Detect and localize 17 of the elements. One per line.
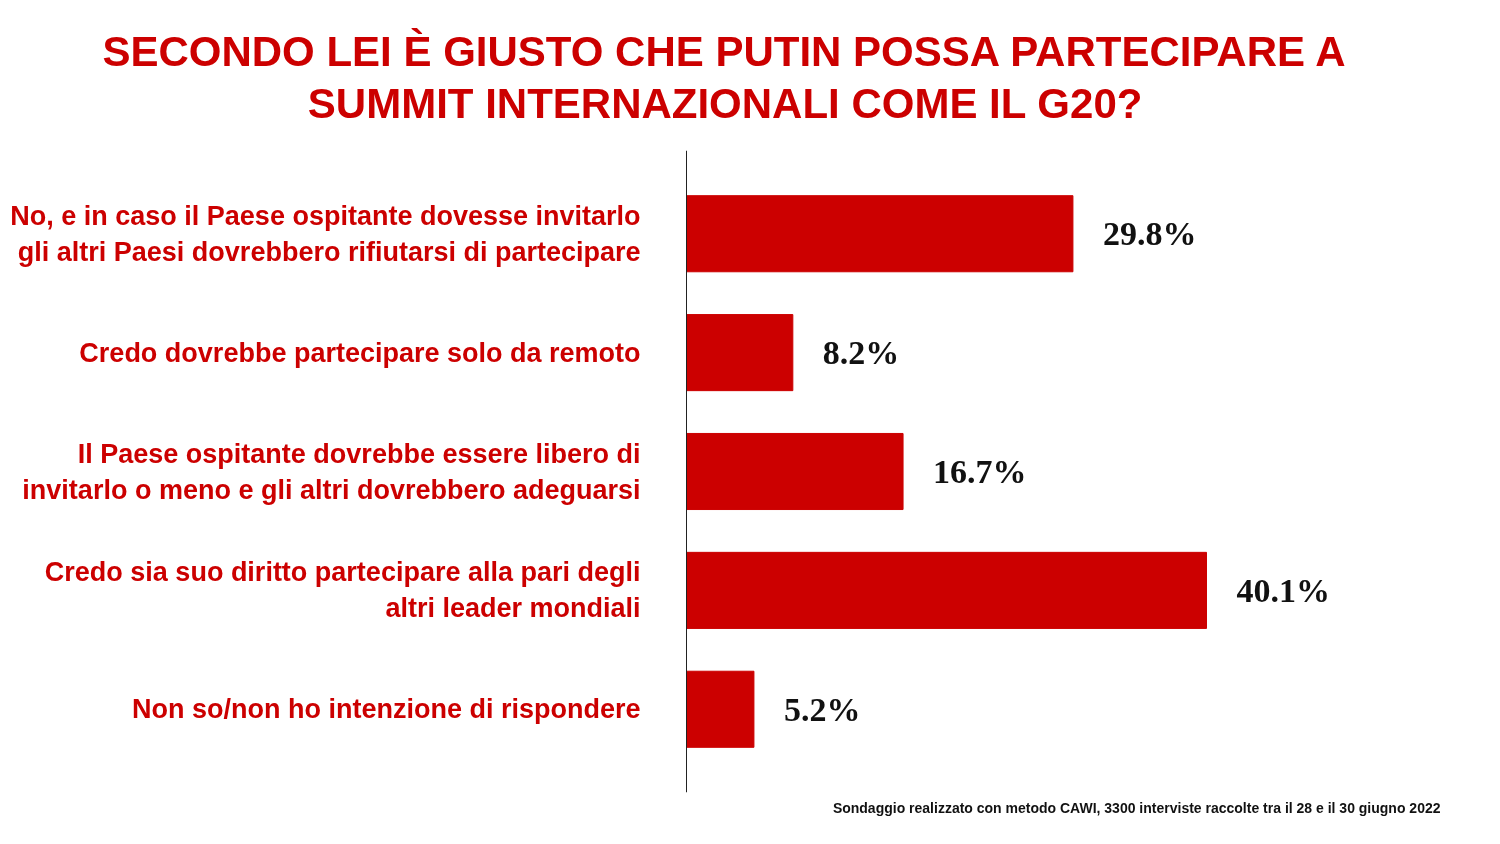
y-tick-label: Credo dovrebbe partecipare solo da remoto (79, 337, 641, 368)
text: Sondaggio realizzato con metodo CAWI, 3300 interviste raccolte tra il 28 e il 30 giugno 2022 (832, 799, 1441, 816)
bar (686, 432, 904, 511)
data-label: 5.2% (783, 690, 861, 728)
bar (686, 670, 755, 748)
data-label: 40.1% (1236, 571, 1330, 609)
data-label: 29.8% (1102, 215, 1197, 253)
y-tick-label: No, e in caso il Paese ospitante dovesse invitarlo gli altri Paesi dovrebbero rifiutarsi di partecipare (10, 200, 641, 267)
data-label: 8.2% (822, 334, 900, 372)
chart-title: SECONDO LEI È GIUSTO CHE PUTIN POSSA PARTECIPARE A SUMMIT INTERNAZIONALI COME IL G20? (102, 28, 1346, 127)
bar (686, 195, 1074, 273)
bar (686, 551, 1207, 629)
y-tick-label: Credo sia suo diritto partecipare alla pari degli altri leader mondiali (44, 557, 641, 624)
data-label: 16.7% (933, 453, 1027, 490)
bar (686, 314, 794, 392)
y-tick-label: Il Paese ospitante dovrebbe essere libero di invitarlo o meno e gli altri dovrebbero adeguarsi (22, 438, 641, 505)
y-tick-label: Non so/non ho intenzione di rispondere (132, 694, 641, 725)
